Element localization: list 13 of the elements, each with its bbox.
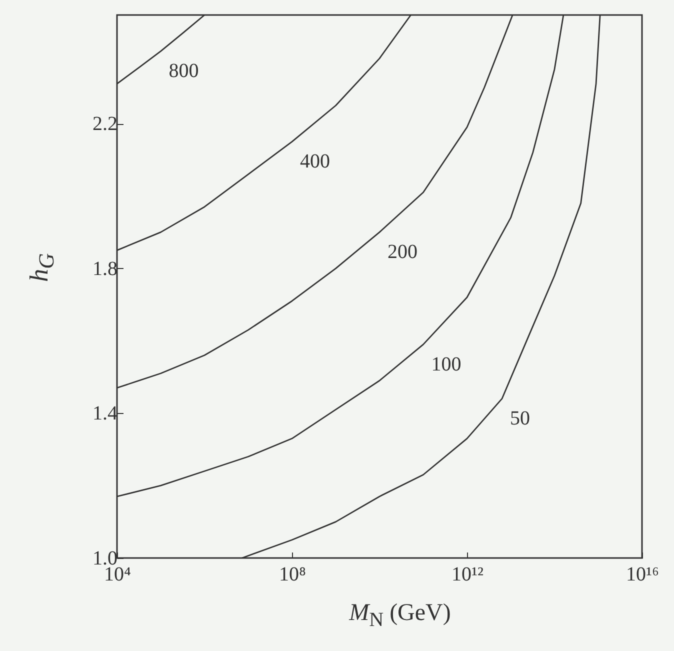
x-tick-label: 10¹² [452,564,484,586]
x-tick-label: 10⁴ [104,564,132,586]
series-label: 400 [300,150,330,173]
y-tick-label: 1.8 [92,258,118,280]
x-axis-title: M$_{N}$ (GeV) [348,600,452,632]
y-tick-label: 1.4 [92,402,118,425]
x-tick-label: 10⁸ [279,564,306,586]
series-label: 200 [388,241,418,264]
series-label: 100 [431,353,462,376]
series-label: 800 [168,60,199,82]
x-tick-label: 10¹⁶ [626,564,660,586]
y-tick-label: 2.2 [92,113,118,136]
series-label: 50 [510,408,530,430]
